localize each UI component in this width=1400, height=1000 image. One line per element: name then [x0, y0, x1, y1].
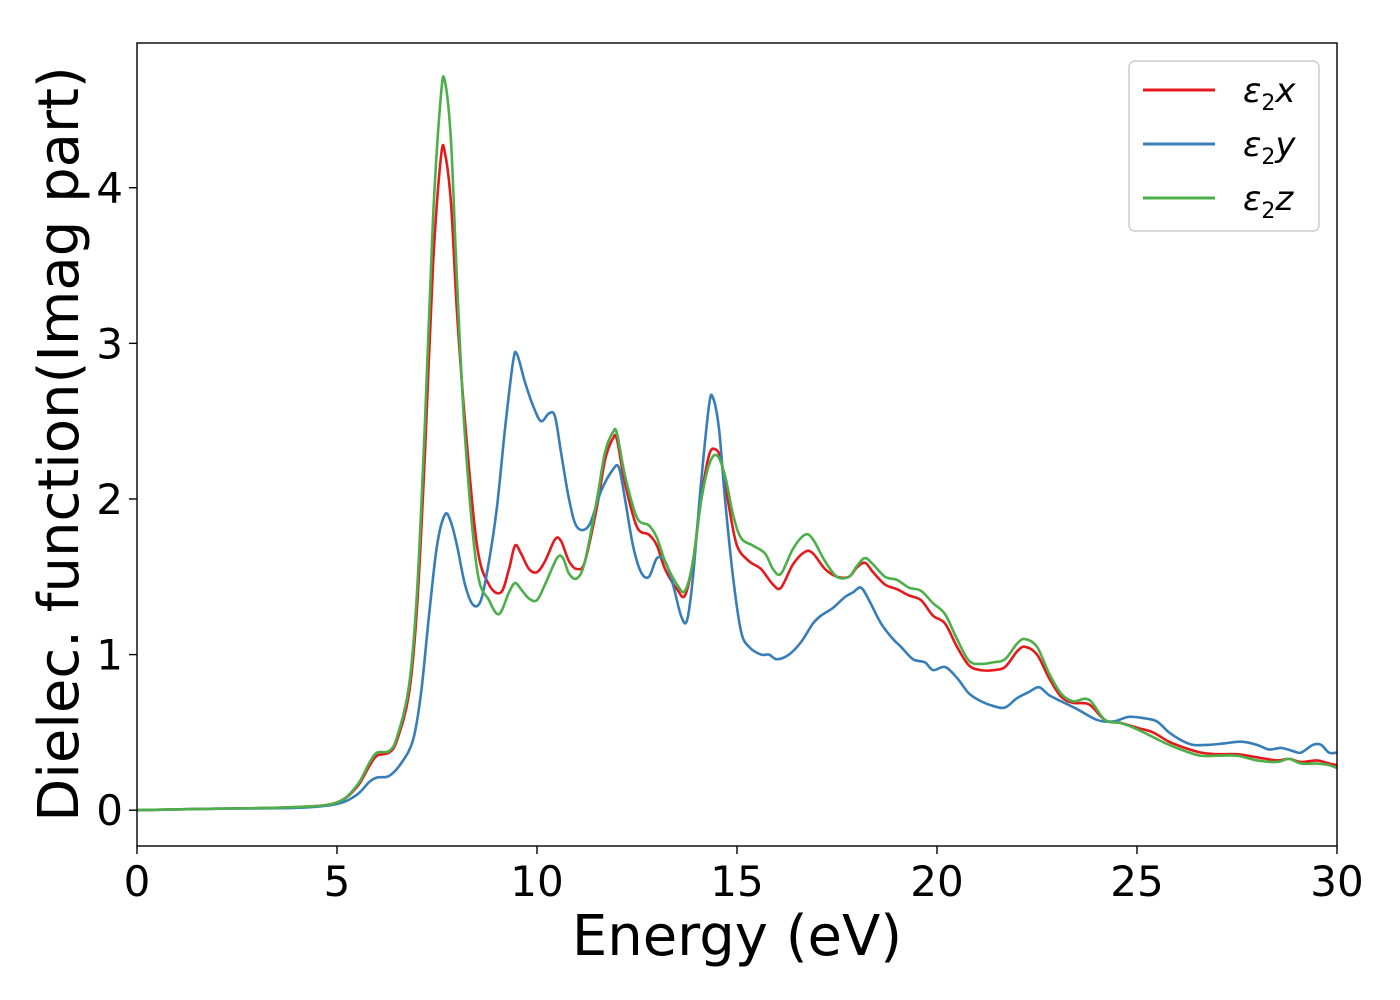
legend: ε2x ε2y ε2z	[1128, 60, 1320, 232]
x-tick-label: 25	[1110, 857, 1163, 906]
series-layer	[137, 75, 1337, 812]
series-line-y	[137, 350, 1337, 812]
y-axis-label: Dielec. function(Imag part)	[27, 66, 92, 822]
x-tick-label: 5	[324, 857, 351, 906]
x-tick-label: 20	[910, 857, 963, 906]
x-axis-label: Energy (eV)	[572, 904, 902, 969]
y-tick-label: 3	[96, 319, 123, 368]
x-tick-label: 15	[710, 857, 763, 906]
legend-label-x: ε2x	[1243, 71, 1296, 116]
x-tick-label: 30	[1310, 857, 1363, 906]
x-tick-label: 10	[510, 857, 563, 906]
series-line-x	[137, 143, 1337, 812]
legend-label-z: ε2z	[1243, 179, 1294, 224]
x-tick-label: 0	[124, 857, 151, 906]
legend-label-y: ε2y	[1243, 125, 1296, 170]
series-line-z	[137, 75, 1337, 812]
tick-layer: 0 5 10 15 20 25 30 0 1 2 3 4	[96, 164, 1363, 906]
y-tick-label: 1	[96, 631, 123, 680]
y-tick-label: 4	[96, 164, 123, 213]
plot-frame	[136, 42, 1338, 847]
legend-box	[1128, 60, 1320, 232]
y-tick-label: 2	[96, 475, 123, 524]
y-tick-label: 0	[96, 786, 123, 835]
